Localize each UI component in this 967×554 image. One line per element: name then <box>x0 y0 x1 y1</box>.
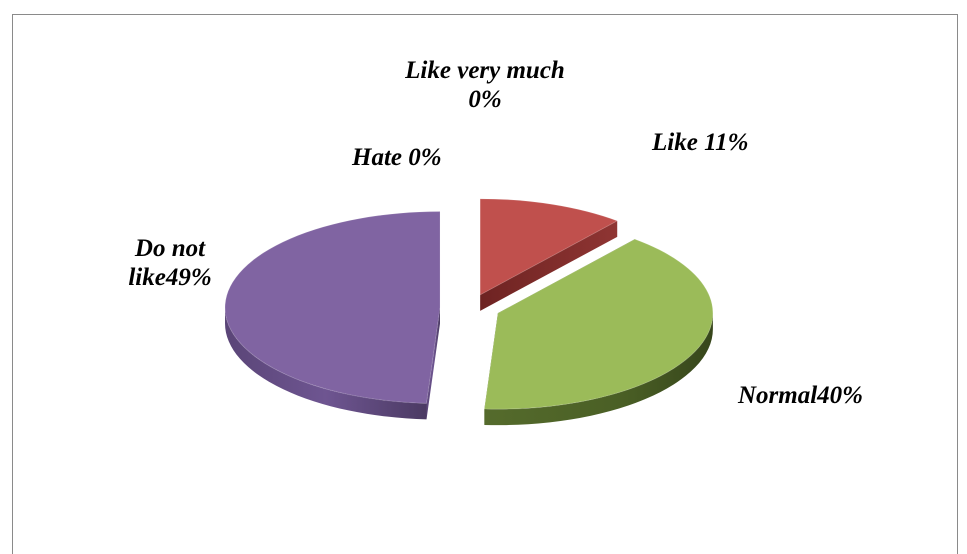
data-label-do-not-like: Do not like49% <box>95 234 245 292</box>
chart-frame <box>12 14 958 554</box>
data-label-like-very-much-text: Like very much 0% <box>405 57 565 113</box>
pie-slice-side-do-not-like <box>225 307 427 420</box>
pie-slice-normal <box>483 238 714 410</box>
data-label-hate: Hate 0% <box>352 143 442 172</box>
data-label-like-very-much: Like very much 0% <box>405 56 565 114</box>
pie-slice-side-normal <box>484 313 713 426</box>
pie-slice-cut-like-1 <box>480 220 618 311</box>
pie-chart <box>224 198 714 426</box>
data-label-like: Like 11% <box>652 128 749 157</box>
pie-slice-cut-do-not-like-0 <box>426 307 441 420</box>
data-label-hate-text: Hate 0% <box>352 144 442 171</box>
pie-slice-like <box>479 198 619 296</box>
data-label-do-not-like-text: Do not like49% <box>128 235 212 291</box>
data-label-like-text: Like 11% <box>652 129 749 156</box>
pie-slice-do-not-like <box>224 211 441 404</box>
data-label-normal-text: Normal40% <box>738 382 863 409</box>
data-label-normal: Normal40% <box>738 381 863 410</box>
